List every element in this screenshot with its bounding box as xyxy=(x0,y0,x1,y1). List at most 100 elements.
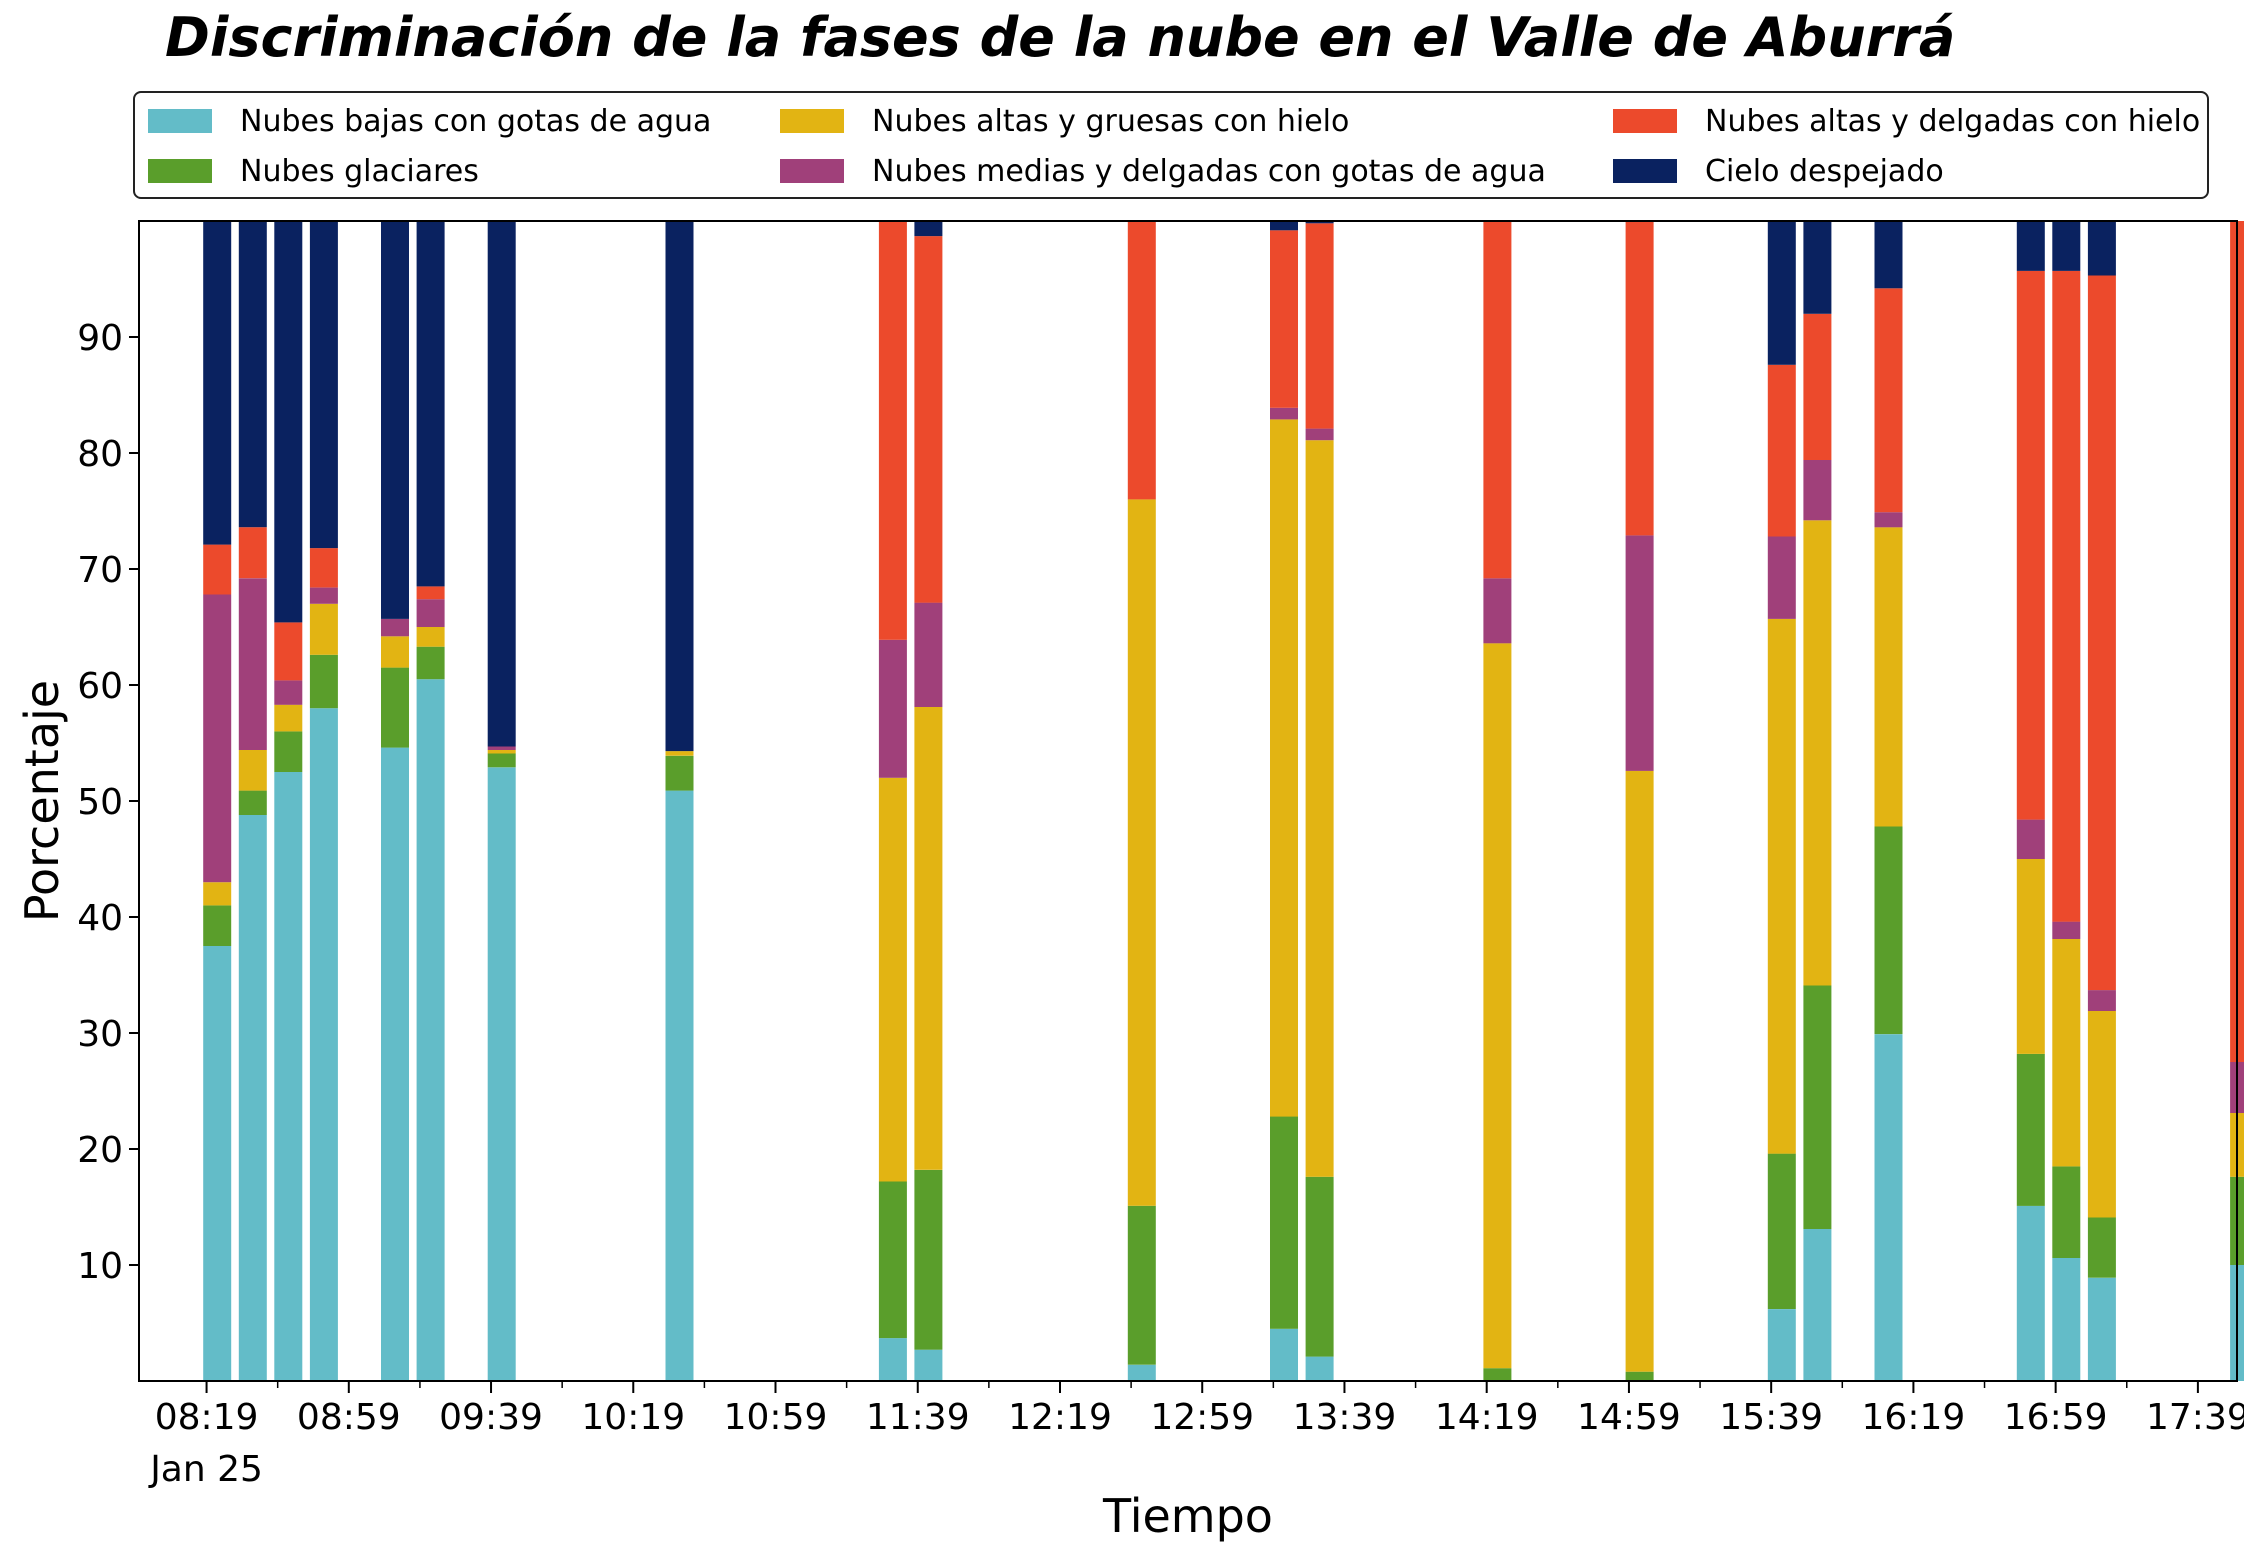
bar-nubes-glaciares-0852 xyxy=(309,654,338,709)
legend-entry-nubes-glaciares: Nubes glaciares xyxy=(148,151,479,191)
bar-cielo-despejado-1612 xyxy=(1874,221,1903,289)
bar-nubes-altas-y-delgadas-con-hielo-1322 xyxy=(1270,230,1298,408)
legend-entry-nubes-bajas: Nubes bajas con gotas de agua xyxy=(148,101,711,141)
bar-nubes-altas-y-gruesas-con-hielo-1142 xyxy=(914,707,943,1170)
bar-nubes-bajas-con-gotas-de-agua-1552 xyxy=(1803,1229,1832,1381)
bar-nubes-altas-y-delgadas-con-hielo-0852 xyxy=(309,548,338,588)
bar-nubes-bajas-con-gotas-de-agua-1712 xyxy=(2087,1277,2116,1381)
bar-nubes-bajas-con-gotas-de-agua-0852 xyxy=(309,708,338,1381)
x-tick-label-1619: 16:19 xyxy=(1862,1397,1966,1438)
legend-swatch-altas-delgadas xyxy=(1613,109,1677,133)
x-tick-label-1059: 10:59 xyxy=(724,1397,828,1438)
bar-cielo-despejado-0832 xyxy=(238,221,267,528)
bar-cielo-despejado-1712 xyxy=(2087,221,2116,276)
x-tick-label-1659: 16:59 xyxy=(2004,1397,2108,1438)
bar-cielo-despejado-1702 xyxy=(2052,221,2081,271)
bar-nubes-altas-y-gruesas-con-hielo-0832 xyxy=(238,750,267,791)
legend-label-cielo-despejado: Cielo despejado xyxy=(1705,153,1944,189)
bar-nubes-medias-y-delgadas-con-gotas-de-agua-0842 xyxy=(274,680,303,705)
bar-nubes-glaciares-0942 xyxy=(487,753,516,768)
x-tick-label-1419: 14:19 xyxy=(1435,1397,1539,1438)
bar-nubes-bajas-con-gotas-de-agua-1322 xyxy=(1270,1328,1298,1381)
bar-nubes-altas-y-delgadas-con-hielo-0822 xyxy=(203,544,232,595)
bar-nubes-medias-y-delgadas-con-gotas-de-agua-1502 xyxy=(1625,535,1654,771)
legend-swatch-altas-gruesas xyxy=(780,109,844,133)
x-tick-label-1339: 13:39 xyxy=(1293,1397,1397,1438)
bar-cielo-despejado-0922 xyxy=(416,221,445,587)
bar-cielo-despejado-1332 xyxy=(1305,221,1334,224)
x-tick-label-1459: 14:59 xyxy=(1577,1397,1681,1438)
bar-nubes-altas-y-delgadas-con-hielo-0922 xyxy=(416,586,445,600)
legend-label-nubes-bajas: Nubes bajas con gotas de agua xyxy=(240,103,712,139)
bar-nubes-altas-y-delgadas-con-hielo-1502 xyxy=(1625,221,1654,536)
bar-nubes-altas-y-delgadas-con-hielo-1242 xyxy=(1127,221,1156,500)
bar-nubes-altas-y-gruesas-con-hielo-1542 xyxy=(1767,618,1796,1154)
bar-nubes-altas-y-gruesas-con-hielo-0942 xyxy=(487,750,516,754)
bar-nubes-bajas-con-gotas-de-agua-1142 xyxy=(914,1349,943,1381)
chart-title: Discriminación de la fases de la nube en… xyxy=(165,6,1956,69)
bar-nubes-altas-y-gruesas-con-hielo-1322 xyxy=(1270,419,1298,1117)
bar-nubes-medias-y-delgadas-con-gotas-de-agua-0822 xyxy=(203,594,232,883)
bar-nubes-altas-y-gruesas-con-hielo-0922 xyxy=(416,627,445,647)
bar-nubes-bajas-con-gotas-de-agua-1242 xyxy=(1127,1364,1156,1381)
x-tick-label-0819: 08:19 xyxy=(155,1397,259,1438)
bar-nubes-glaciares-1712 xyxy=(2087,1217,2116,1278)
bar-nubes-altas-y-delgadas-con-hielo-1712 xyxy=(2087,275,2116,991)
bar-nubes-medias-y-delgadas-con-gotas-de-agua-0912 xyxy=(381,618,409,637)
bar-cielo-despejado-1322 xyxy=(1270,221,1298,231)
legend-swatch-medias-delgadas xyxy=(780,159,844,183)
bar-nubes-altas-y-delgadas-con-hielo-1422 xyxy=(1483,221,1512,579)
plot-frame xyxy=(138,220,2238,1382)
x-tick-label-1019: 10:19 xyxy=(581,1397,685,1438)
x-tick-label-1219: 12:19 xyxy=(1008,1397,1112,1438)
bar-cielo-despejado-0912 xyxy=(381,221,409,619)
x-tick-label-1259: 12:59 xyxy=(1150,1397,1254,1438)
bar-nubes-glaciares-0912 xyxy=(381,667,409,748)
legend-swatch-cielo-despejado xyxy=(1613,159,1677,183)
bar-nubes-medias-y-delgadas-con-gotas-de-agua-0832 xyxy=(238,578,267,750)
bar-cielo-despejado-1032 xyxy=(665,221,694,752)
bar-nubes-glaciares-0832 xyxy=(238,790,267,815)
bar-nubes-medias-y-delgadas-con-gotas-de-agua-1552 xyxy=(1803,460,1832,521)
legend-entry-altas-gruesas: Nubes altas y gruesas con hielo xyxy=(780,101,1349,141)
bar-nubes-glaciares-0842 xyxy=(274,731,303,772)
y-tick-label-70: 70 xyxy=(77,550,123,591)
x-tick-label-0859: 08:59 xyxy=(297,1397,401,1438)
y-axis-label: Porcentaje xyxy=(15,680,69,922)
bar-nubes-glaciares-1142 xyxy=(914,1169,943,1350)
bar-nubes-medias-y-delgadas-con-gotas-de-agua-1142 xyxy=(914,602,943,707)
bar-cielo-despejado-1552 xyxy=(1803,221,1832,314)
y-tick-label-10: 10 xyxy=(77,1246,123,1287)
y-tick-label-40: 40 xyxy=(77,898,123,939)
bar-nubes-altas-y-gruesas-con-hielo-1552 xyxy=(1803,520,1832,986)
bar-nubes-medias-y-delgadas-con-gotas-de-agua-1612 xyxy=(1874,512,1903,528)
bar-nubes-bajas-con-gotas-de-agua-1612 xyxy=(1874,1034,1903,1381)
x-axis-label: Tiempo xyxy=(1102,1489,1273,1543)
legend-label-medias-delgadas: Nubes medias y delgadas con gotas de agu… xyxy=(872,153,1546,189)
bar-nubes-medias-y-delgadas-con-gotas-de-agua-1322 xyxy=(1270,407,1298,420)
legend-label-altas-gruesas: Nubes altas y gruesas con hielo xyxy=(872,103,1350,139)
bar-nubes-altas-y-delgadas-con-hielo-1132 xyxy=(878,221,907,640)
bar-nubes-altas-y-gruesas-con-hielo-1242 xyxy=(1127,499,1156,1206)
bar-cielo-despejado-0842 xyxy=(274,221,303,623)
bar-nubes-altas-y-gruesas-con-hielo-1652 xyxy=(2016,859,2045,1054)
bar-nubes-medias-y-delgadas-con-gotas-de-agua-1712 xyxy=(2087,990,2116,1011)
bar-nubes-bajas-con-gotas-de-agua-1542 xyxy=(1767,1309,1796,1381)
bar-nubes-bajas-con-gotas-de-agua-0832 xyxy=(238,814,267,1381)
bar-nubes-glaciares-1422 xyxy=(1483,1368,1512,1381)
bar-cielo-despejado-0822 xyxy=(203,221,232,545)
bar-nubes-altas-y-gruesas-con-hielo-1712 xyxy=(2087,1011,2116,1218)
y-tick-label-20: 20 xyxy=(77,1130,123,1171)
x-tick-label-0939: 09:39 xyxy=(439,1397,543,1438)
bar-nubes-bajas-con-gotas-de-agua-1332 xyxy=(1305,1356,1334,1381)
bar-nubes-medias-y-delgadas-con-gotas-de-agua-1542 xyxy=(1767,536,1796,619)
bar-cielo-despejado-1142 xyxy=(914,221,943,237)
bar-nubes-altas-y-gruesas-con-hielo-1612 xyxy=(1874,527,1903,827)
bar-nubes-altas-y-delgadas-con-hielo-1552 xyxy=(1803,313,1832,460)
bar-nubes-bajas-con-gotas-de-agua-0912 xyxy=(381,747,409,1381)
bar-nubes-altas-y-gruesas-con-hielo-1702 xyxy=(2052,939,2081,1167)
bar-nubes-altas-y-delgadas-con-hielo-1652 xyxy=(2016,270,2045,820)
bar-nubes-medias-y-delgadas-con-gotas-de-agua-0942 xyxy=(487,746,516,750)
bar-cielo-despejado-0852 xyxy=(309,221,338,549)
